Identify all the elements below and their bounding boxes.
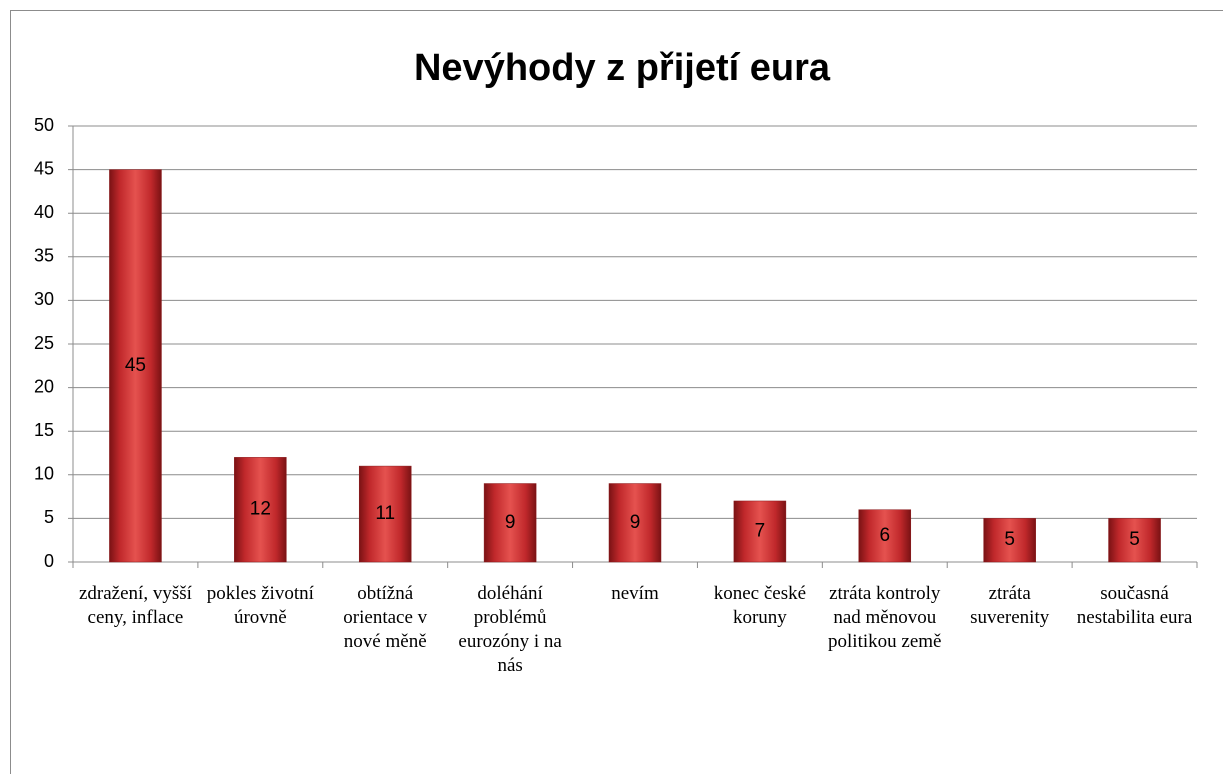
value-label: 11 xyxy=(375,503,395,524)
x-tick-label: nevím xyxy=(611,583,659,604)
bar xyxy=(234,457,287,563)
bar xyxy=(858,509,912,563)
y-tick-label: 10 xyxy=(34,464,54,484)
y-tick-label: 0 xyxy=(44,551,54,571)
x-tick-label: konec české koruny xyxy=(713,583,807,628)
value-label: 9 xyxy=(505,512,516,533)
bar xyxy=(733,500,787,563)
value-label: 45 xyxy=(125,355,146,376)
bar xyxy=(983,518,1036,563)
bar xyxy=(483,483,537,563)
y-tick-label: 35 xyxy=(34,246,54,266)
x-tick-label: ztráta kontroly nad měnovou politikou ze… xyxy=(828,583,942,652)
bar xyxy=(1108,518,1161,563)
value-label: 7 xyxy=(755,520,766,541)
bar xyxy=(608,483,662,563)
y-tick-label: 5 xyxy=(44,507,54,527)
y-tick-label: 50 xyxy=(34,115,54,135)
chart-border xyxy=(10,10,1223,774)
bar xyxy=(358,465,412,563)
x-tick-label: obtížná orientace v nové měně xyxy=(343,583,428,652)
y-tick-label: 45 xyxy=(34,158,54,178)
chart-title: Nevýhody z přijetí eura xyxy=(414,47,831,89)
x-tick-label: doléhání problémů eurozóny i na nás xyxy=(458,583,562,676)
y-tick-label: 20 xyxy=(34,376,54,396)
x-tick-label: ztráta suverenity xyxy=(970,583,1050,628)
y-tick-label: 40 xyxy=(34,202,54,222)
value-label: 12 xyxy=(250,499,271,520)
x-tick-label: zdražení, vyšší ceny, inflace xyxy=(78,583,192,628)
y-tick-label: 30 xyxy=(34,289,54,309)
y-tick-label: 15 xyxy=(34,420,54,440)
value-label: 5 xyxy=(1004,529,1015,550)
value-label: 5 xyxy=(1129,529,1140,550)
value-label: 6 xyxy=(879,525,890,546)
x-tick-label: současná nestabilita eura xyxy=(1076,583,1193,628)
bar xyxy=(109,169,162,563)
value-label: 9 xyxy=(630,512,641,533)
y-tick-label: 25 xyxy=(34,333,54,353)
x-tick-label: pokles životní úrovně xyxy=(206,583,314,628)
